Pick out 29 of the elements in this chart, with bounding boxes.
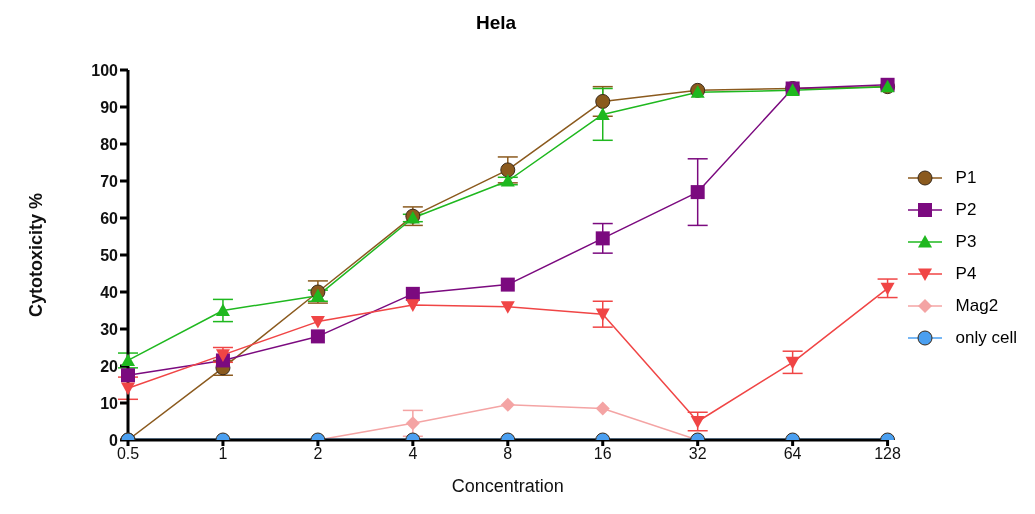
legend-label: Mag2	[955, 296, 999, 316]
y-tick-label: 30	[100, 320, 119, 338]
x-tick-label: 4	[408, 445, 418, 463]
x-tick-label: 64	[783, 445, 802, 463]
y-tick-label: 90	[100, 98, 119, 116]
x-tick-label: 2	[313, 445, 323, 463]
y-tick-label: 50	[100, 246, 119, 264]
legend-label: P3	[955, 232, 977, 252]
y-tick-label: 40	[100, 283, 119, 301]
legend-label: only cell	[955, 328, 1017, 348]
x-axis-title: Concentration	[451, 476, 564, 496]
x-tick-label: 32	[688, 445, 707, 463]
x-tick-label: 128	[874, 445, 902, 463]
legend-label: P4	[955, 264, 977, 284]
y-tick-label: 60	[100, 209, 119, 227]
y-tick-label: 0	[109, 431, 119, 449]
chart-title: Hela	[474, 12, 518, 34]
y-tick-label: 80	[100, 135, 119, 153]
x-tick-label: 8	[503, 445, 513, 463]
x-tick-label: 16	[593, 445, 612, 463]
y-axis-title: Cytotoxicity %	[26, 192, 47, 318]
legend-label: P1	[955, 168, 977, 188]
y-tick-label: 20	[100, 357, 119, 375]
x-tick-label: 1	[218, 445, 228, 463]
y-tick-label: 100	[91, 61, 119, 79]
y-tick-label: 70	[100, 172, 119, 190]
legend-label: P2	[955, 200, 977, 220]
y-tick-label: 10	[100, 394, 119, 412]
x-tick-label: 0.5	[116, 445, 140, 463]
